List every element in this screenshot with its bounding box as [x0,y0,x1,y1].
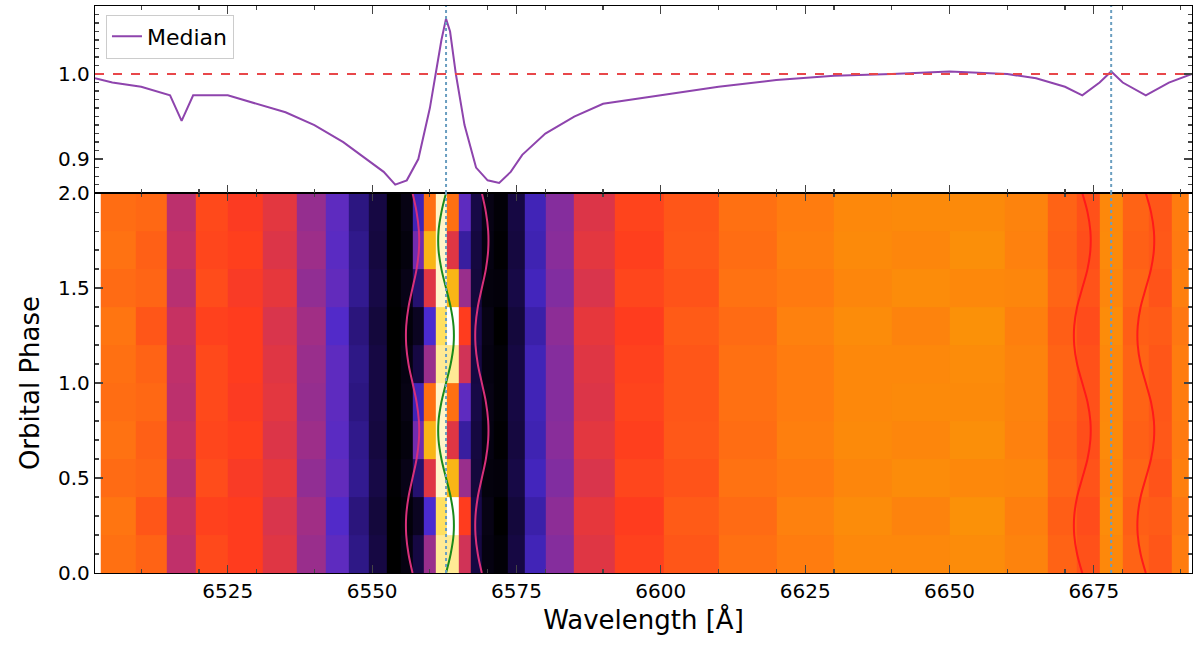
svg-text:6650: 6650 [924,579,975,603]
svg-text:0.5: 0.5 [58,466,90,490]
svg-text:Wavelength [Å]: Wavelength [Å] [543,604,744,635]
svg-text:1.5: 1.5 [58,276,90,300]
svg-text:2.0: 2.0 [58,181,90,205]
svg-text:0.0: 0.0 [58,561,90,585]
svg-text:Median: Median [147,25,227,50]
svg-text:6550: 6550 [347,579,398,603]
svg-text:6625: 6625 [780,579,831,603]
svg-text:6675: 6675 [1068,579,1119,603]
svg-text:6525: 6525 [202,579,253,603]
svg-text:0.9: 0.9 [58,147,90,171]
svg-text:6575: 6575 [491,579,542,603]
svg-text:1.0: 1.0 [58,62,90,86]
svg-text:6600: 6600 [635,579,686,603]
svg-text:Orbital Phase: Orbital Phase [15,296,45,470]
svg-text:1.0: 1.0 [58,371,90,395]
